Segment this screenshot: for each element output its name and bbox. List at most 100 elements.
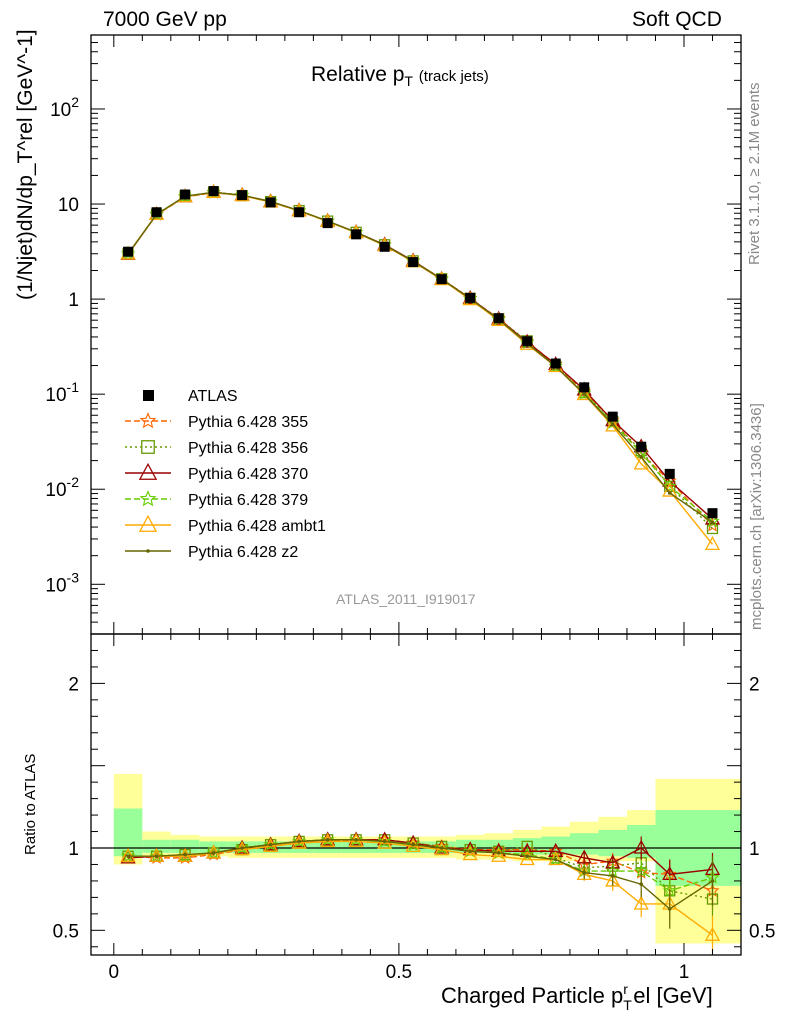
data-point-15 xyxy=(550,358,561,369)
marker-ratio-5-10 xyxy=(411,842,415,847)
watermark-label: ATLAS_2011_I919017 xyxy=(336,591,476,607)
ytick-label-5: 102 xyxy=(50,94,79,121)
data-point-9 xyxy=(379,241,390,252)
marker-ratio-5-15 xyxy=(553,857,558,862)
marker-ratio-5-6 xyxy=(297,839,301,844)
marker-ratio-5-2 xyxy=(183,852,187,857)
data-point-19 xyxy=(664,468,675,479)
marker-ratio-5-7 xyxy=(325,837,330,842)
data-point-12 xyxy=(465,292,476,303)
data-point-1 xyxy=(151,207,162,218)
legend-label-2: Pythia 6.428 370 xyxy=(188,466,308,483)
title-note: (track jets) xyxy=(418,68,489,85)
title-sub: T xyxy=(404,73,413,90)
marker-main-5-20 xyxy=(710,520,715,525)
marker-ratio-4-14 xyxy=(519,851,535,866)
xtick-label-2: 1 xyxy=(679,962,690,983)
marker-ratio-5-3 xyxy=(211,851,216,855)
data-point-8 xyxy=(351,229,362,240)
marker-ratio-5-1 xyxy=(154,854,159,859)
marker-ratio-3-11 xyxy=(434,840,449,855)
ratio-tick-label-1: 1 xyxy=(68,839,79,860)
marker-ratio-3-4 xyxy=(235,840,250,855)
marker-main-4-18 xyxy=(633,455,649,470)
plot-frames xyxy=(90,34,742,956)
band-green-6 xyxy=(284,841,314,853)
axis-ticks: 0 0.5 1 10-3 10-2 10-1 1 10 102 0.5 0.5 1 1 2 2 xyxy=(45,34,775,983)
legend-label-0: Pythia 6.428 355 xyxy=(188,414,308,431)
legend-marker-4 xyxy=(138,514,158,532)
marker-ratio-5-0 xyxy=(126,854,130,859)
legend-label-3: Pythia 6.428 379 xyxy=(188,492,308,509)
marker-main-4-19 xyxy=(662,482,678,497)
band-green-16 xyxy=(569,833,599,855)
marker-ratio-3-8 xyxy=(349,832,364,846)
xlabel-sub: T xyxy=(623,997,632,1013)
legend-marker-1 xyxy=(141,440,155,454)
marker-ratio-4-12 xyxy=(462,846,478,861)
marker-ratio-3-7 xyxy=(320,832,335,846)
header-right: Soft QCD xyxy=(632,8,722,31)
marker-main-5-18 xyxy=(639,455,644,459)
marker-ratio-3-3 xyxy=(206,845,221,859)
legend-marker-0 xyxy=(139,412,157,429)
data-point-6 xyxy=(294,207,305,218)
marker-ratio-5-12 xyxy=(468,849,472,854)
marker-ratio-5-13 xyxy=(496,851,501,855)
data-point-10 xyxy=(408,257,419,268)
series-lines xyxy=(120,183,721,955)
ytick-label-1: 10-2 xyxy=(45,474,79,501)
data-point-11 xyxy=(436,274,447,285)
marker-ratio-5-8 xyxy=(354,837,358,842)
marker-main-5-17 xyxy=(610,422,615,427)
x-axis-label: Charged Particle p r T el [GeV] xyxy=(441,981,713,1013)
xtick-label-0: 0 xyxy=(109,962,120,983)
marker-ratio-3-6 xyxy=(292,833,307,848)
xlabel-main: Charged Particle p xyxy=(441,983,624,1008)
ratio-tick-label-right-1: 1 xyxy=(749,839,760,860)
ytick-label-0: 10-3 xyxy=(45,569,79,596)
ytick-label-2: 10-1 xyxy=(45,379,79,406)
marker-ratio-2-6 xyxy=(291,833,307,848)
legend-label-1: Pythia 6.428 356 xyxy=(188,440,308,457)
marker-main-3-19 xyxy=(662,478,677,493)
marker-main-4-16 xyxy=(576,386,592,401)
data-point-14 xyxy=(522,336,533,347)
data-point-5 xyxy=(265,197,276,208)
marker-ratio-2-8 xyxy=(348,831,364,846)
data-point-20 xyxy=(707,508,718,519)
legend-marker-3 xyxy=(139,490,157,507)
marker-ratio-5-14 xyxy=(525,854,529,859)
marker-ratio-3-0 xyxy=(121,848,136,863)
marker-ratio-5-5 xyxy=(268,842,273,847)
series-line-ratio-0 xyxy=(128,839,713,892)
data-point-18 xyxy=(636,441,647,452)
ratio-tick-label-2: 2 xyxy=(68,674,79,695)
marker-main-5-16 xyxy=(582,392,587,396)
band-green-2 xyxy=(170,839,200,853)
marker-main-5-19 xyxy=(667,491,672,495)
marker-ratio-4-1 xyxy=(148,847,165,862)
data-point-7 xyxy=(322,218,333,229)
marker-ratio-2-7 xyxy=(320,831,336,846)
data-point-3 xyxy=(208,186,219,197)
legend: ATLAS Pythia 6.428 355 Pythia 6.428 356 Pyt… xyxy=(125,388,326,561)
band-green-1 xyxy=(142,839,171,853)
ratio-frame xyxy=(90,633,742,956)
ytick-label-3: 1 xyxy=(68,290,79,311)
xlabel-sup: r xyxy=(623,981,628,997)
header-left: 7000 GeV pp xyxy=(103,8,227,31)
data-point-2 xyxy=(180,189,191,200)
marker-ratio-5-9 xyxy=(382,839,387,844)
marker-ratio-3-5 xyxy=(263,837,278,851)
ratio-tick-label-right-0: 0.5 xyxy=(749,921,775,942)
band-green-8 xyxy=(341,841,371,853)
legend-label-5: Pythia 6.428 z2 xyxy=(188,544,298,561)
xlabel-tail: el [GeV] xyxy=(633,983,713,1008)
marker-ratio-3-15 xyxy=(548,852,563,866)
marker-ratio-2-9 xyxy=(377,831,393,846)
marker-main-4-17 xyxy=(605,417,621,432)
data-point-17 xyxy=(607,411,618,422)
marker-ratio-5-4 xyxy=(240,846,244,850)
